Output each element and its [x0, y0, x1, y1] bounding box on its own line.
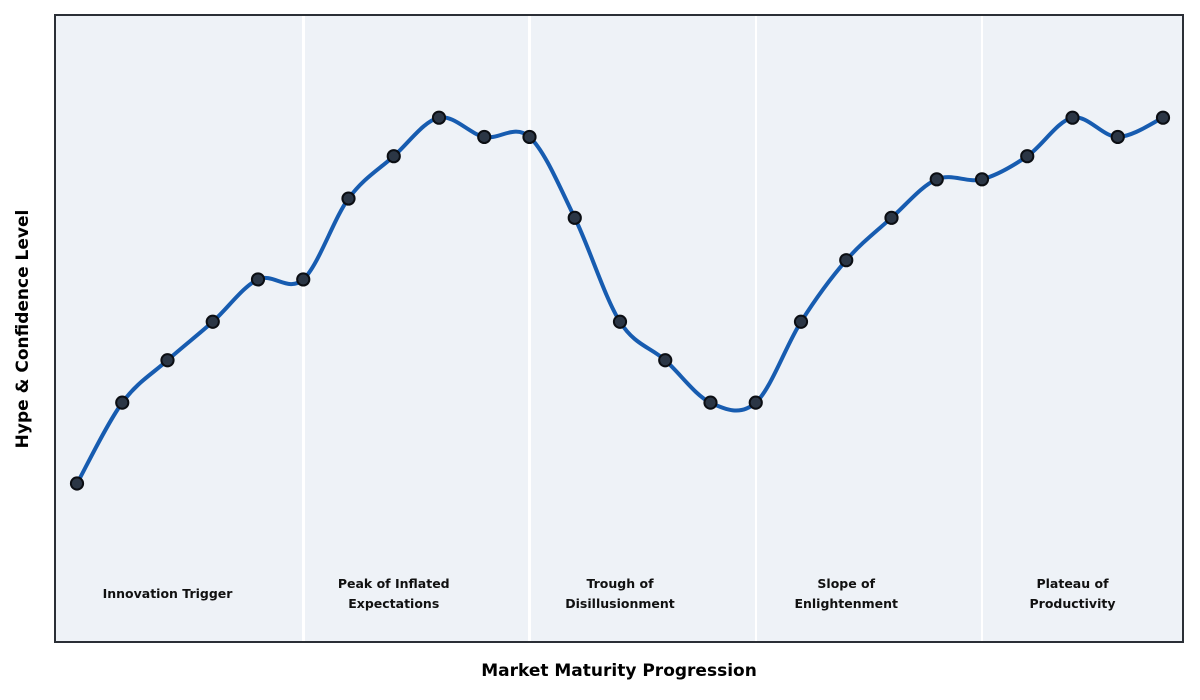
data-point-5: [296, 272, 311, 287]
data-point-7: [386, 149, 401, 164]
data-point-20: [974, 172, 990, 187]
hype-curve-svg: [69, 110, 1171, 491]
data-point-18: [884, 210, 899, 225]
data-point-15: [748, 395, 763, 410]
data-point-4: [250, 272, 266, 287]
data-point-6: [341, 191, 356, 206]
phase-separator-4: [980, 14, 984, 643]
data-point-16: [793, 314, 809, 329]
data-point-24: [1155, 110, 1171, 125]
data-point-1: [115, 395, 130, 410]
data-point-19: [929, 172, 944, 187]
data-point-22: [1065, 110, 1080, 125]
hype-curve-line: [75, 115, 1165, 486]
data-point-11: [567, 210, 582, 225]
y-axis-label: Hype & Confidence Level: [13, 209, 33, 449]
data-point-8: [431, 110, 447, 125]
data-point-2: [160, 353, 175, 368]
phase-separator-2: [528, 14, 531, 643]
plot-area: Innovation Trigger Peak of Inflated Expect…: [54, 14, 1184, 643]
data-point-0: [69, 476, 85, 491]
phase-label-5: Plateau of Productivity: [1029, 576, 1116, 611]
data-point-12: [612, 314, 628, 329]
phase-label-1: Innovation Trigger: [102, 586, 233, 601]
data-point-21: [1020, 149, 1035, 164]
phase-label-3: Trough of Disillusionment: [565, 576, 675, 611]
data-point-13: [658, 353, 673, 368]
data-point-14: [703, 395, 718, 410]
data-point-9: [477, 129, 492, 145]
phase-label-2: Peak of Inflated Expectations: [337, 576, 450, 611]
data-point-17: [839, 253, 854, 268]
phase-separator-3: [754, 14, 757, 643]
x-axis-label: Market Maturity Progression: [481, 661, 757, 681]
data-point-3: [205, 314, 220, 329]
phase-label-4: Slope of Enlightenment: [794, 576, 899, 611]
data-point-23: [1110, 129, 1125, 145]
phase-separator-1: [302, 14, 305, 643]
data-point-10: [522, 129, 537, 145]
